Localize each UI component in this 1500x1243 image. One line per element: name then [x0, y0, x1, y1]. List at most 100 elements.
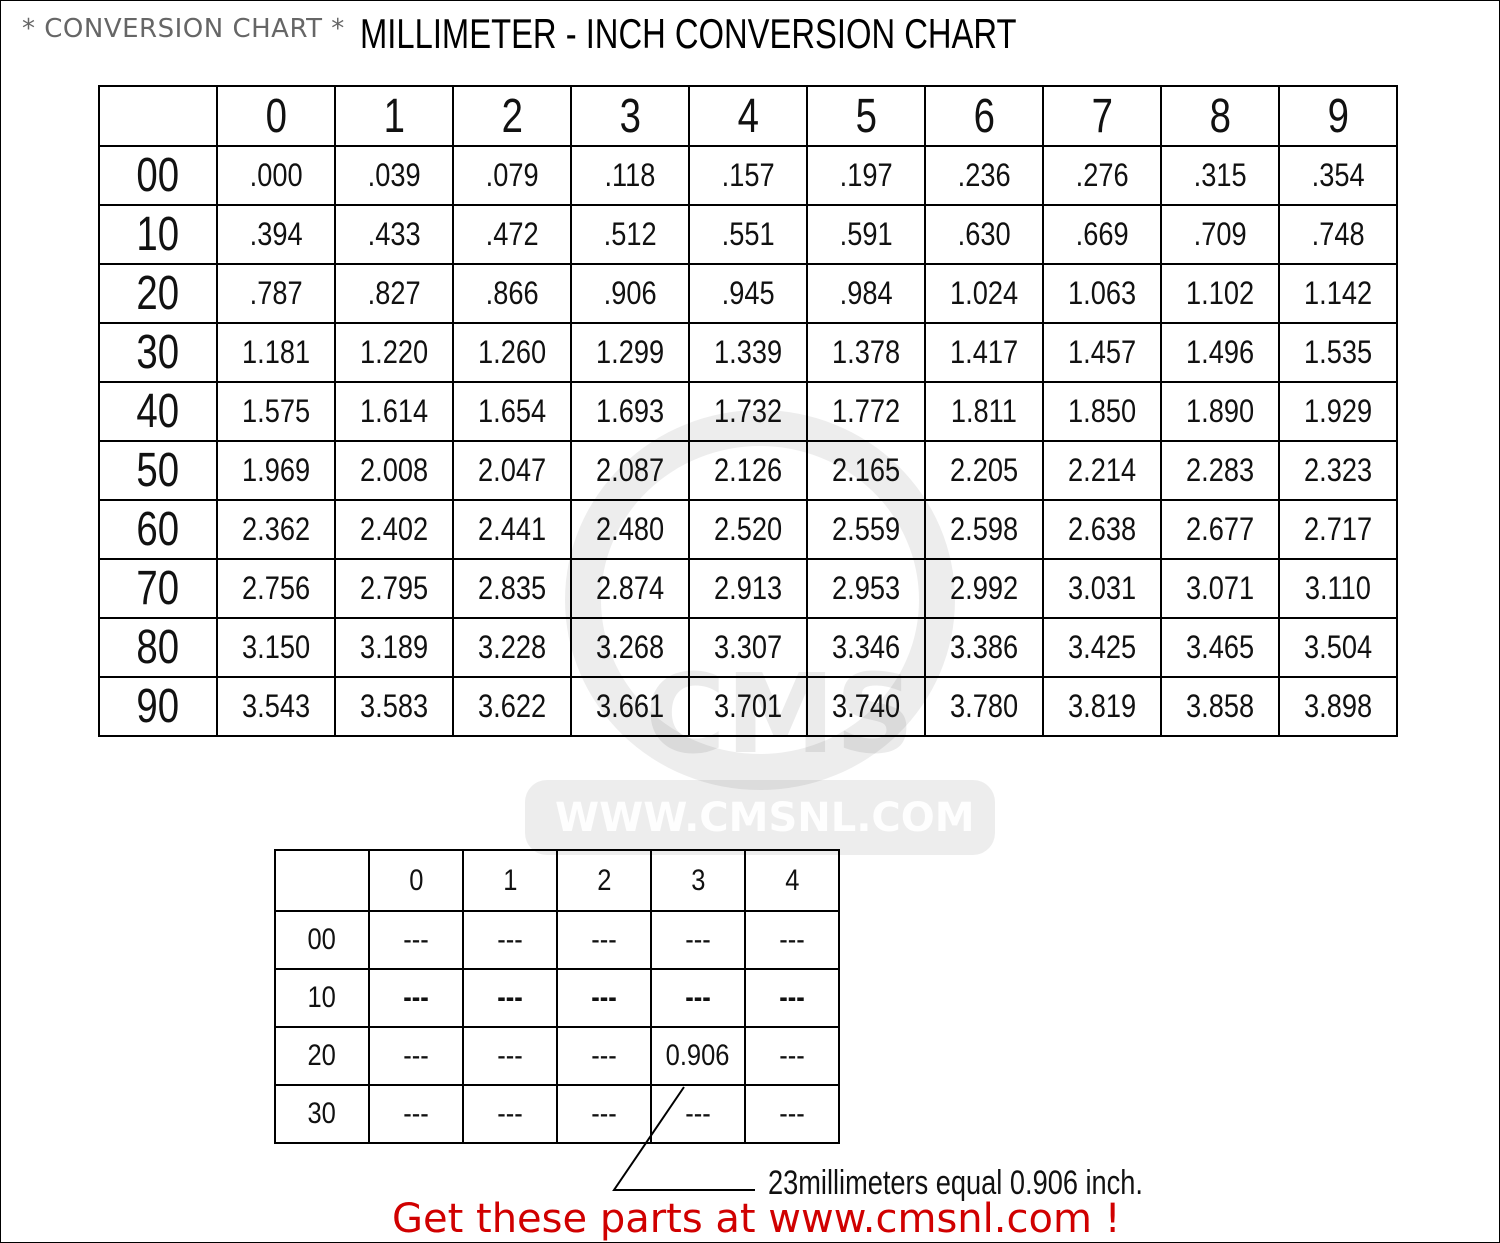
table-cell: --- [744, 910, 840, 970]
table-cell: 1.811 [924, 381, 1044, 442]
table-cell: .000 [216, 145, 336, 206]
table-cell: 3.268 [570, 617, 690, 678]
table-cell: 2.717 [1278, 499, 1398, 560]
cell-value: 2.992 [949, 570, 1019, 606]
row-header: 50 [98, 440, 218, 501]
cell-value: 1.417 [949, 334, 1019, 370]
table-row: 00 .000 .039 .079 .118 .157 .197 .236 .276 .315 .3… [98, 145, 1398, 206]
table-cell: 1.772 [806, 381, 926, 442]
cell-value: 1.850 [1067, 393, 1137, 429]
table-cell: .630 [924, 204, 1044, 265]
cell-value: --- [497, 981, 523, 1014]
column-header: 5 [806, 85, 926, 147]
column-header-label: 4 [737, 89, 759, 143]
table-cell: 1.693 [570, 381, 690, 442]
row-header: 00 [274, 910, 370, 970]
cell-value: 2.205 [949, 452, 1019, 488]
table-cell: 3.819 [1042, 676, 1162, 737]
table-cell: --- [556, 1084, 652, 1144]
cell-value: 3.268 [595, 629, 665, 665]
cell-value: 1.535 [1303, 334, 1373, 370]
table-cell: 1.890 [1160, 381, 1280, 442]
cell-value: 1.496 [1185, 334, 1255, 370]
table-cell: 2.756 [216, 558, 336, 619]
cell-value: .000 [249, 157, 303, 193]
table-cell: 2.677 [1160, 499, 1280, 560]
table-cell: --- [744, 1026, 840, 1086]
table-cell: .394 [216, 204, 336, 265]
table-cell: 1.850 [1042, 381, 1162, 442]
cell-value: 3.346 [831, 629, 901, 665]
table-cell: 1.063 [1042, 263, 1162, 324]
row-header: 30 [274, 1084, 370, 1144]
column-header-label: 2 [501, 89, 523, 143]
table-row: 10 .394 .433 .472 .512 .551 .591 .630 .669 .709 .7… [98, 204, 1398, 265]
table-cell: 1.220 [334, 322, 454, 383]
row-header-label: 10 [307, 981, 337, 1014]
cell-value: .906 [603, 275, 657, 311]
cell-value: --- [497, 923, 523, 956]
cell-value: 3.110 [1304, 570, 1372, 606]
cell-value: .709 [1193, 216, 1247, 252]
cell-value: 3.543 [241, 688, 311, 724]
cell-value: --- [591, 981, 617, 1014]
cell-value: .472 [485, 216, 539, 252]
table-row: 90 3.543 3.583 3.622 3.661 3.701 3.740 3.780 3.8… [98, 676, 1398, 737]
cell-value: 1.339 [713, 334, 783, 370]
cell-value: .433 [367, 216, 421, 252]
table-cell: 3.740 [806, 676, 926, 737]
table-cell: 3.425 [1042, 617, 1162, 678]
cell-value: 1.378 [831, 334, 901, 370]
table-cell: 3.780 [924, 676, 1044, 737]
table-cell: 3.504 [1278, 617, 1398, 678]
table-cell: 2.402 [334, 499, 454, 560]
cell-value: 3.071 [1185, 570, 1255, 606]
table-cell: 0.906 [650, 1026, 746, 1086]
table-cell: 3.071 [1160, 558, 1280, 619]
page-title: MILLIMETER - INCH CONVERSION CHART [360, 10, 1017, 57]
table-row: 20 .787 .827 .866 .906 .945 .984 1.024 1.063 1.10… [98, 263, 1398, 324]
cell-value: .787 [249, 275, 303, 311]
cell-value: 3.858 [1185, 688, 1255, 724]
cell-value: 1.811 [950, 393, 1018, 429]
table-cell: 1.378 [806, 322, 926, 383]
cell-value: 3.819 [1067, 688, 1137, 724]
row-header: 00 [98, 145, 218, 206]
cell-value: 3.228 [477, 629, 547, 665]
cell-value: --- [779, 923, 805, 956]
table-cell: 3.543 [216, 676, 336, 737]
table-cell: 2.205 [924, 440, 1044, 501]
cell-value: 2.756 [241, 570, 311, 606]
cell-value: 3.425 [1067, 629, 1137, 665]
cell-value: .315 [1193, 157, 1247, 193]
cell-value: 2.047 [477, 452, 547, 488]
table-cell: --- [556, 1026, 652, 1086]
column-header-label: 0 [408, 863, 424, 897]
cell-value: 3.701 [713, 688, 783, 724]
table-cell: 2.323 [1278, 440, 1398, 501]
row-header: 30 [98, 322, 218, 383]
cell-value: 2.214 [1067, 452, 1137, 488]
cell-value: .236 [957, 157, 1011, 193]
table-cell: 3.307 [688, 617, 808, 678]
brand-label: * CONVERSION CHART * [22, 14, 345, 44]
table-cell: 3.661 [570, 676, 690, 737]
column-header: 1 [334, 85, 454, 147]
row-header-label: 70 [136, 562, 180, 615]
table-cell: 2.087 [570, 440, 690, 501]
table-cell: --- [368, 910, 464, 970]
column-header-label: 5 [855, 89, 877, 143]
cell-value: 1.063 [1067, 275, 1137, 311]
cell-value: .866 [485, 275, 539, 311]
table-cell: 3.150 [216, 617, 336, 678]
table-cell: .512 [570, 204, 690, 265]
cell-value: .512 [603, 216, 657, 252]
table-cell: .669 [1042, 204, 1162, 265]
promo-link[interactable]: Get these parts at www.cmsnl.com ! [392, 1196, 1121, 1242]
row-header-label: 50 [136, 444, 180, 497]
cell-value: 3.622 [477, 688, 547, 724]
cell-value: --- [497, 1039, 523, 1072]
cell-value: 2.913 [713, 570, 783, 606]
row-header-label: 60 [136, 503, 180, 556]
